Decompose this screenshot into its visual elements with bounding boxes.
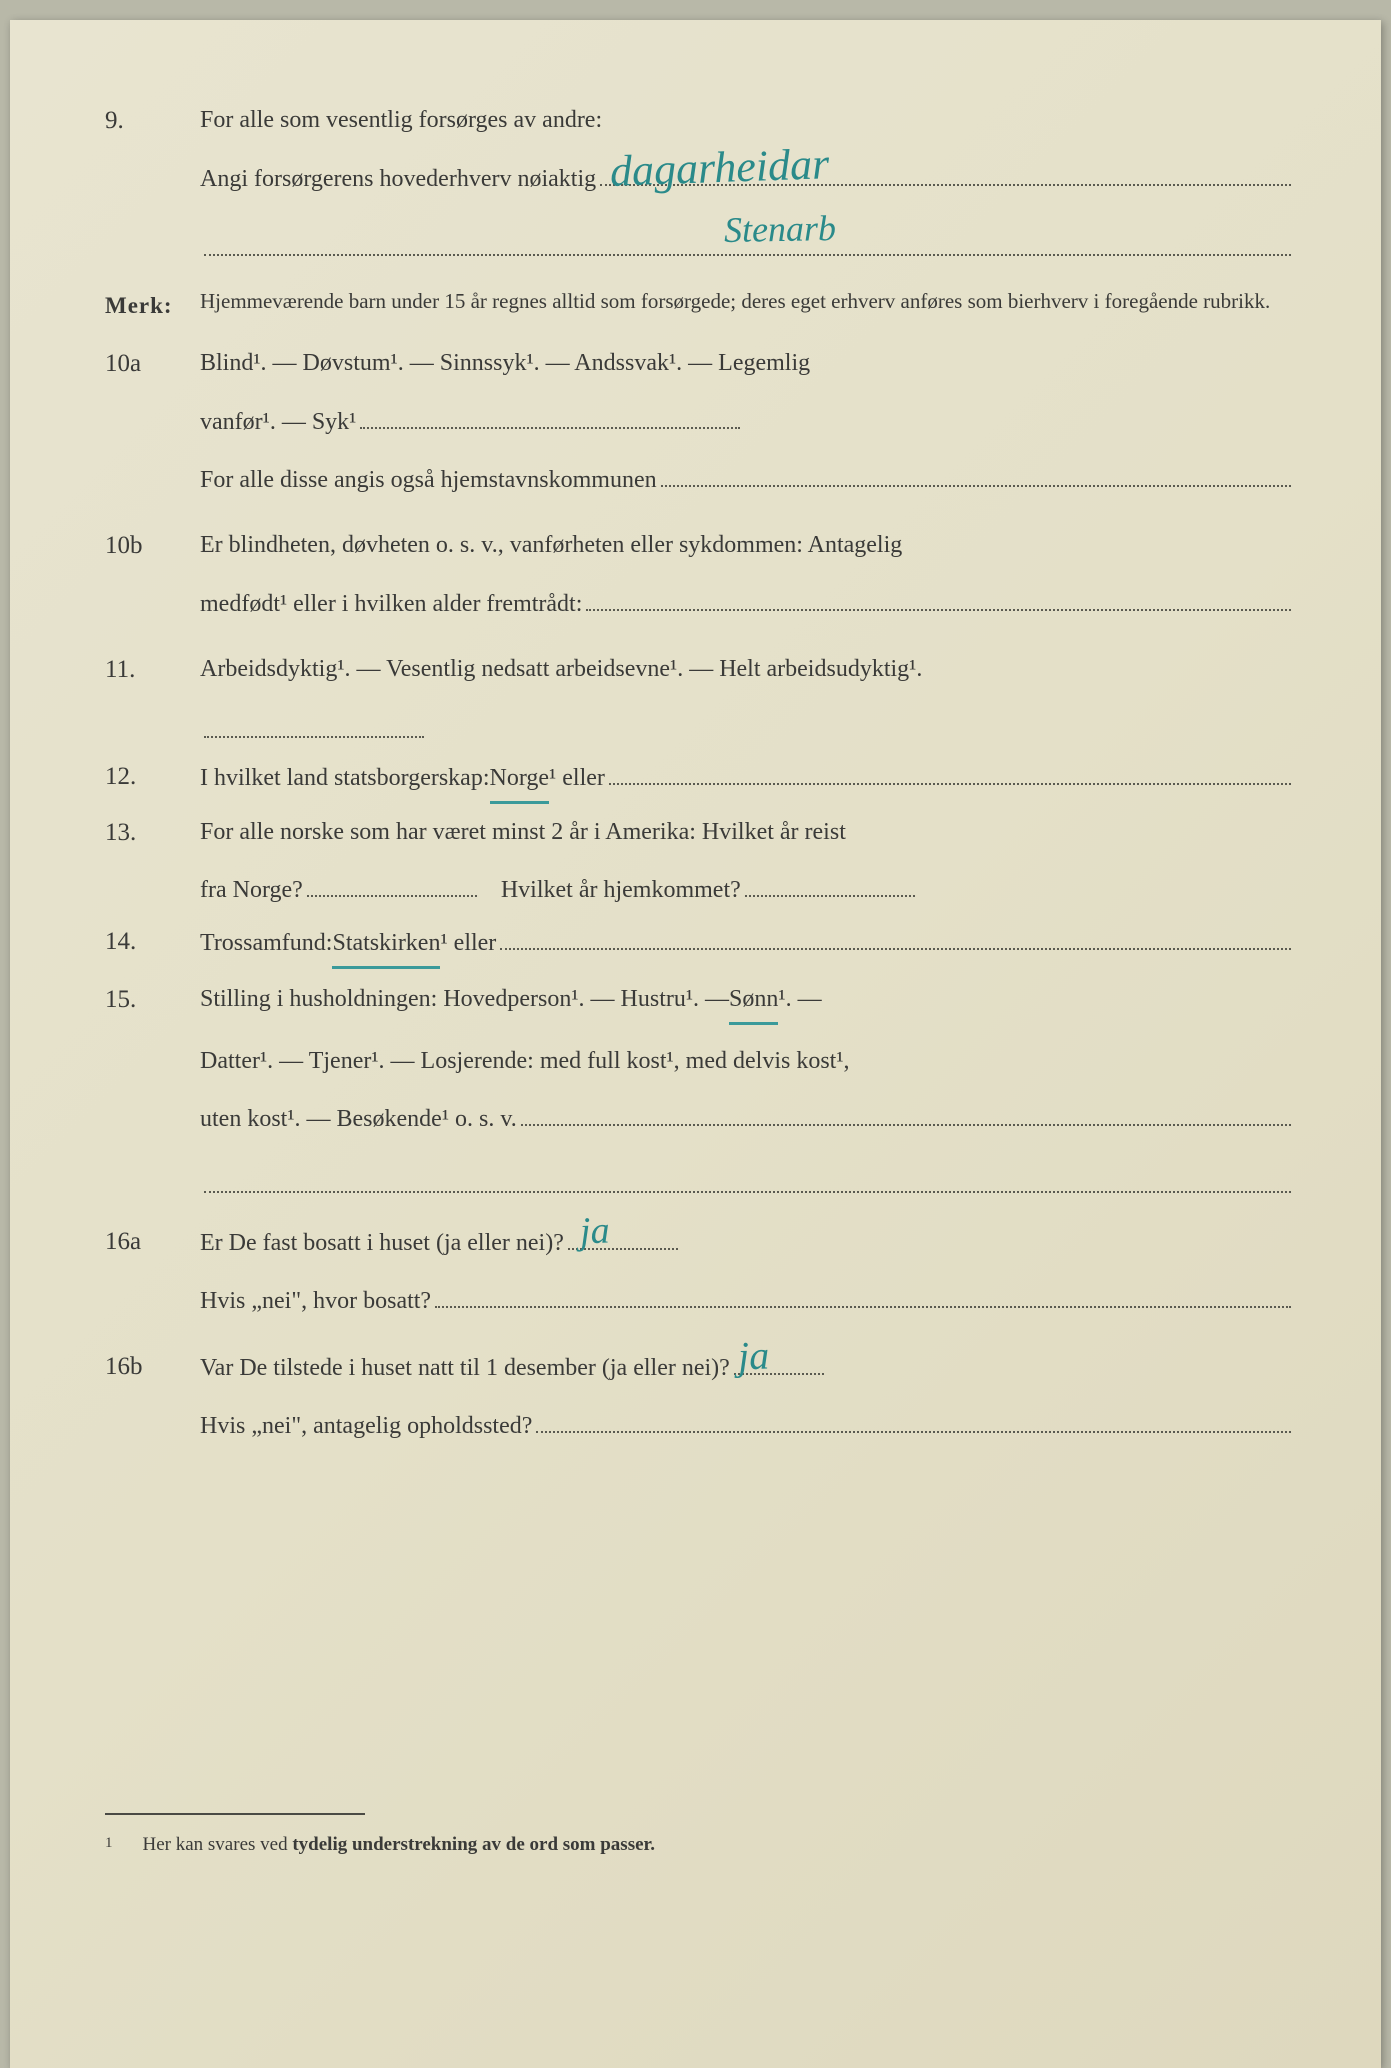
q15-line1b: ¹. — — [778, 979, 821, 1020]
q9-handwritten-1: dagarheidar — [609, 127, 831, 209]
q16b-line1: Var De tilstede i huset natt til 1 desem… — [200, 1348, 730, 1389]
q14-fill — [500, 921, 1291, 950]
q9-handwritten-2: Stenarb — [723, 198, 836, 261]
q12-number: 12. — [105, 756, 200, 799]
question-13: 13. For alle norske som har været minst … — [105, 812, 1291, 911]
q14-number: 14. — [105, 921, 200, 964]
q10b-number: 10b — [105, 525, 200, 568]
q14-after: ¹ eller — [440, 923, 496, 964]
footnote-rule — [105, 1813, 365, 1815]
question-16b: 16b Var De tilstede i huset natt til 1 d… — [105, 1346, 1291, 1463]
q15-number: 15. — [105, 979, 200, 1022]
q16b-number: 16b — [105, 1346, 200, 1389]
q15-line3: uten kost¹. — Besøkende¹ o. s. v. — [200, 1099, 517, 1140]
q10b-line2: medfødt¹ eller i hvilken alder fremtrådt… — [200, 584, 582, 625]
q12-fill — [609, 756, 1291, 785]
q9-number: 9. — [105, 100, 200, 143]
q13-line2a: fra Norge? — [200, 870, 303, 911]
question-11: 11. Arbeidsdyktig¹. — Vesentlig nedsatt … — [105, 649, 1291, 739]
q16a-line1: Er De fast bosatt i huset (ja eller nei)… — [200, 1223, 564, 1264]
q12-after: ¹ eller — [549, 758, 605, 799]
q16a-fill-2 — [435, 1279, 1291, 1308]
census-form-page: 9. For alle som vesentlig forsørges av a… — [10, 20, 1381, 2068]
merk-note: Merk: Hjemmeværende barn under 15 år reg… — [105, 286, 1291, 325]
footnote: 1 Her kan svares ved tydelig understrekn… — [105, 1829, 1291, 1861]
q10a-fill-1 — [360, 400, 740, 429]
q16b-handwritten: ja — [737, 1321, 770, 1390]
q10b-line1: Er blindheten, døvheten o. s. v., vanfør… — [200, 525, 1291, 566]
q13-line1: For alle norske som har været minst 2 år… — [200, 812, 1291, 853]
q16b-fill-1: ja — [734, 1346, 824, 1375]
q11-fill — [204, 709, 424, 738]
q9-line2-prefix: Angi forsørgerens hovederhverv nøiaktig — [200, 159, 596, 200]
question-15: 15. Stilling i husholdningen: Hovedperso… — [105, 979, 1291, 1193]
footnote-text-a: Her kan svares ved — [143, 1834, 293, 1855]
q10a-number: 10a — [105, 343, 200, 386]
question-14: 14. Trossamfund: Statskirken ¹ eller — [105, 921, 1291, 969]
q10a-fill-2 — [661, 459, 1291, 488]
merk-label: Merk: — [105, 286, 200, 325]
merk-text: Hjemmeværende barn under 15 år regnes al… — [200, 286, 1291, 318]
q16a-number: 16a — [105, 1221, 200, 1264]
q14-underlined: Statskirken — [332, 923, 440, 969]
q16b-fill-2 — [536, 1405, 1291, 1434]
q15-line1a: Stilling i husholdningen: Hovedperson¹. … — [200, 979, 729, 1020]
q16a-handwritten: ja — [579, 1198, 611, 1264]
q14-prefix: Trossamfund: — [200, 923, 332, 964]
q13-fill-2 — [745, 869, 915, 898]
q13-number: 13. — [105, 812, 200, 855]
q16b-line2: Hvis „nei", antagelig opholdssted? — [200, 1406, 532, 1447]
question-10b: 10b Er blindheten, døvheten o. s. v., va… — [105, 525, 1291, 640]
q10a-line3: For alle disse angis også hjemstavnskomm… — [200, 460, 657, 501]
footnote-text-b: tydelig understrekning av de ord som pas… — [292, 1834, 655, 1855]
question-16a: 16a Er De fast bosatt i huset (ja eller … — [105, 1221, 1291, 1338]
q9-fill-2: Stenarb — [204, 227, 1291, 256]
q15-line2: Datter¹. — Tjener¹. — Losjerende: med fu… — [200, 1041, 1291, 1082]
footnote-number: 1 — [105, 1829, 113, 1861]
q16a-line2: Hvis „nei", hvor bosatt? — [200, 1281, 431, 1322]
q13-line2b: Hvilket år hjemkommet? — [501, 870, 741, 911]
q12-underlined: Norge — [490, 758, 550, 804]
q13-fill-1 — [307, 869, 477, 898]
q10a-line1: Blind¹. — Døvstum¹. — Sinnssyk¹. — Andss… — [200, 343, 1291, 384]
q16a-fill-1: ja — [568, 1221, 678, 1250]
q10a-line2: vanfør¹. — Syk¹ — [200, 402, 356, 443]
question-9: 9. For alle som vesentlig forsørges av a… — [105, 100, 1291, 256]
q12-prefix: I hvilket land statsborgerskap: — [200, 758, 490, 799]
q11-number: 11. — [105, 649, 200, 692]
question-10a: 10a Blind¹. — Døvstum¹. — Sinnssyk¹. — A… — [105, 343, 1291, 517]
q11-line1: Arbeidsdyktig¹. — Vesentlig nedsatt arbe… — [200, 649, 1291, 690]
question-12: 12. I hvilket land statsborgerskap: Norg… — [105, 756, 1291, 804]
q15-underlined: Sønn — [729, 979, 778, 1025]
q15-fill-2 — [204, 1164, 1291, 1193]
q10b-fill — [586, 582, 1291, 611]
q15-fill-1 — [521, 1097, 1291, 1126]
q9-fill-1: dagarheidar — [600, 157, 1291, 186]
